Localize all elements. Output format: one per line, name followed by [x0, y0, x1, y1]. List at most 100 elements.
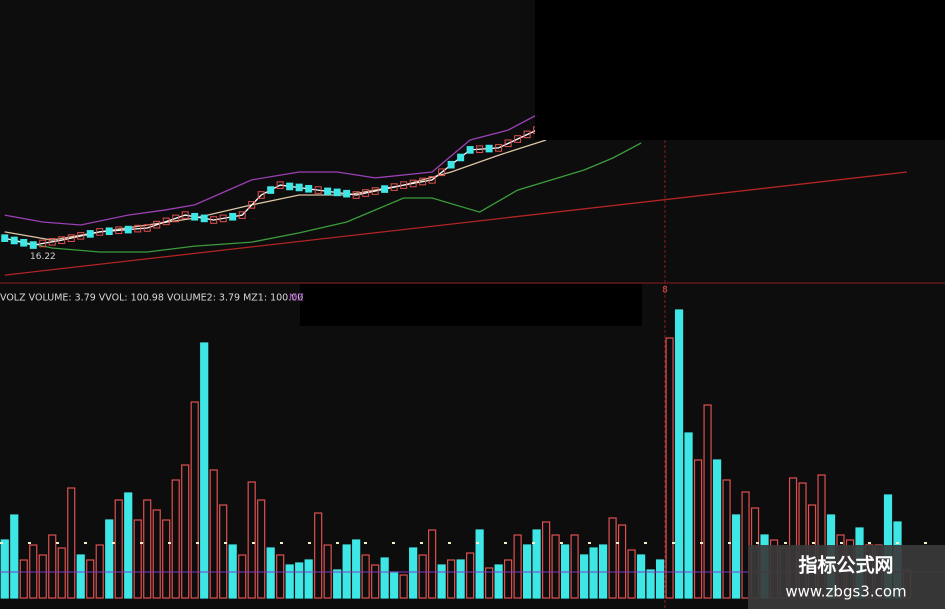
volume-bar [627, 549, 636, 599]
volume-bar [57, 547, 66, 599]
volume-bar [181, 464, 190, 599]
candle [200, 214, 208, 223]
candle [67, 234, 75, 242]
volume-bar [722, 479, 731, 599]
volume-bar [285, 564, 294, 599]
candle [58, 236, 66, 244]
volume-bar [655, 559, 665, 599]
candle [48, 237, 56, 246]
candle [438, 168, 446, 177]
candle [362, 189, 370, 197]
candle [523, 130, 531, 139]
volume-bar [608, 517, 617, 599]
candle [229, 212, 237, 221]
candle [286, 182, 294, 191]
watermark-title: 指标公式网 [798, 554, 893, 577]
volume-bar [703, 404, 712, 599]
candle [409, 179, 417, 188]
volume-bar [712, 459, 722, 599]
candle [143, 224, 151, 232]
volume-bar [10, 514, 19, 599]
candle [86, 230, 94, 238]
price-panel: 16.22 [1, 114, 908, 276]
volume-panel [0, 309, 945, 599]
volume-bar [570, 534, 579, 599]
volume-bar [390, 571, 399, 599]
candle [162, 217, 170, 226]
cursor-label: 8 [662, 286, 668, 296]
volume-legend-tail: MZ [289, 293, 304, 304]
candle [457, 153, 465, 162]
volume-bar [617, 524, 627, 599]
volume-bar [399, 574, 408, 599]
candle [1, 234, 9, 242]
volume-bar [513, 534, 522, 599]
volume-bar [162, 519, 171, 599]
volume-bar [190, 401, 199, 599]
volume-bar [133, 519, 142, 599]
candle [191, 212, 199, 221]
candle [343, 189, 351, 198]
volume-bar [152, 509, 161, 599]
volume-bar [257, 499, 266, 599]
candle [476, 145, 484, 154]
volume-bar [684, 432, 693, 599]
ma-line [4, 171, 908, 276]
candle [400, 181, 408, 189]
volume-bar [674, 309, 684, 599]
volume-bar [579, 554, 589, 599]
volume-bar [532, 529, 541, 599]
volume-bar [76, 554, 85, 599]
volume-bar [371, 564, 380, 599]
redaction [300, 284, 642, 326]
candle [466, 146, 474, 154]
candle [124, 225, 132, 234]
low-label: 16.22 [30, 252, 56, 262]
volume-bar [361, 554, 370, 599]
volume-bar [551, 534, 560, 599]
candle [172, 214, 180, 223]
volume-bar [475, 529, 484, 599]
volume-bar [143, 499, 152, 599]
volume-bar [276, 554, 285, 599]
volume-bar [589, 547, 598, 599]
candle [381, 185, 389, 193]
volume-bar [304, 559, 313, 599]
volume-bar [67, 487, 76, 599]
volume-bar [124, 492, 133, 599]
candle [181, 211, 189, 219]
candle [29, 241, 37, 249]
candle [39, 239, 47, 248]
volume-bar [504, 559, 513, 599]
volume-bar [456, 559, 465, 599]
candle [485, 144, 493, 153]
volume-bar [48, 534, 57, 599]
candle [333, 188, 341, 197]
candle [428, 176, 436, 184]
candle [20, 238, 28, 247]
candle [390, 183, 398, 191]
candle [267, 186, 275, 194]
candle [371, 187, 379, 195]
volume-bar [428, 529, 437, 599]
volume-bar [447, 559, 456, 599]
volume-bar [19, 559, 28, 599]
volume-bar [494, 564, 503, 599]
volume-bar [352, 539, 361, 599]
candle [295, 183, 303, 192]
volume-bar [636, 554, 646, 599]
volume-bar [105, 519, 114, 599]
volume-bar [485, 567, 494, 599]
volume-bar [209, 469, 218, 599]
volume-bar [693, 459, 703, 599]
candle [134, 224, 142, 233]
candle [105, 227, 113, 236]
volume-bar [114, 499, 123, 599]
watermark-url: www.zbgs3.com [785, 583, 906, 601]
ma-line [4, 142, 642, 253]
volume-bar [200, 342, 209, 599]
candle [153, 220, 161, 229]
candle [77, 232, 85, 240]
candle [210, 216, 218, 224]
